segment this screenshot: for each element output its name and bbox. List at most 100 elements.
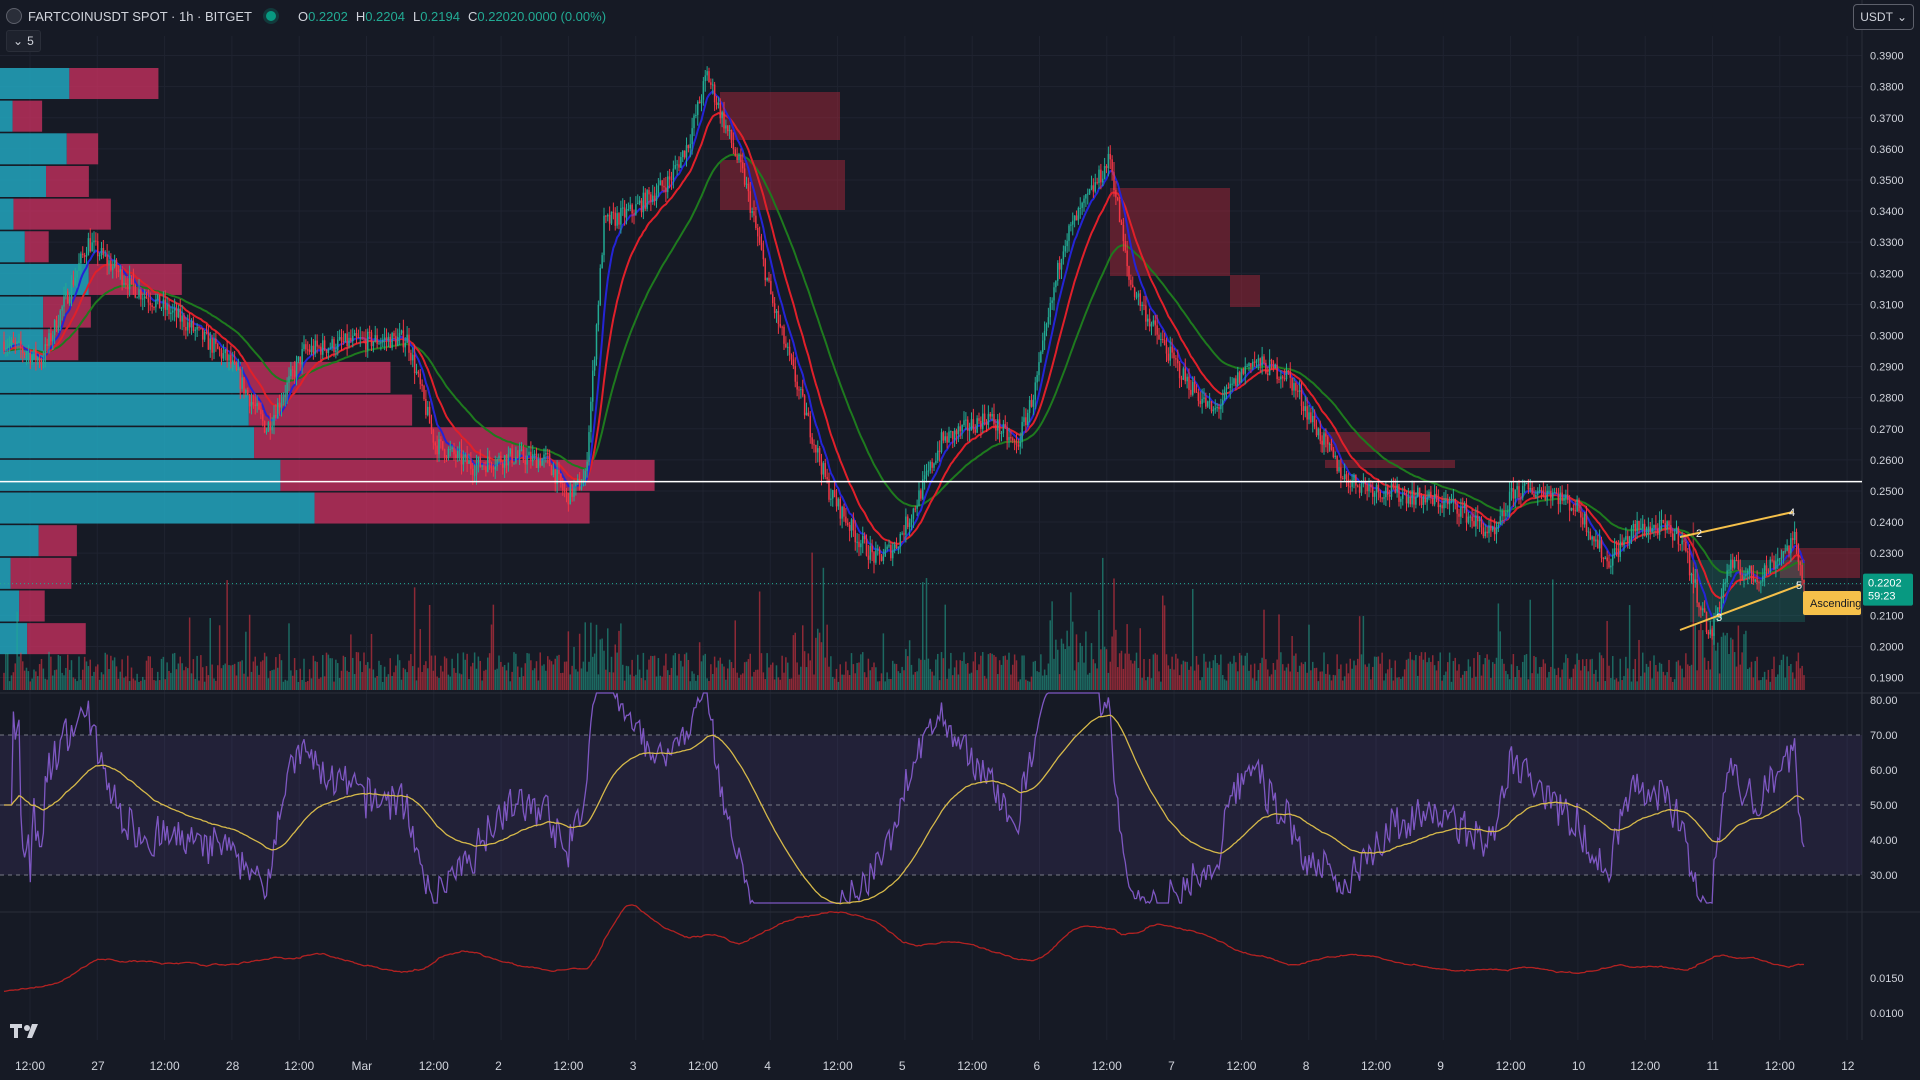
volume-bar	[940, 652, 943, 690]
candle-body	[743, 168, 746, 185]
volume-bar	[1550, 666, 1552, 690]
candle-body	[545, 453, 547, 455]
candle-body	[783, 326, 785, 344]
volume-bar	[1559, 677, 1561, 690]
volume-bar	[1450, 681, 1453, 690]
candle-body	[1349, 486, 1351, 488]
currency-select[interactable]: USDT ⌄	[1853, 4, 1914, 30]
volume-bar	[832, 676, 834, 690]
candle-body	[1565, 494, 1567, 499]
candle-body	[8, 343, 11, 347]
symbol-title[interactable]: FARTCOINUSDT SPOT · 1h · BITGET	[28, 8, 252, 24]
volume-bar	[905, 649, 907, 690]
volume-bar	[783, 672, 785, 690]
volume-bar	[1073, 670, 1076, 690]
volume-bar	[766, 653, 768, 690]
candle-body	[224, 349, 226, 354]
candle-body	[80, 253, 82, 264]
volume-profile-sell-bar	[38, 525, 77, 557]
volume-bar	[1133, 660, 1136, 690]
candle-body	[170, 312, 172, 315]
order-block-zone	[1230, 275, 1260, 307]
candle-body	[1259, 358, 1261, 366]
indicators-toggle[interactable]: ⌄ 5	[6, 30, 41, 52]
candle-body	[565, 491, 568, 493]
volume-bar	[462, 652, 465, 690]
candle-body	[1100, 169, 1102, 183]
candle-body	[698, 101, 701, 104]
candle-body	[830, 498, 832, 500]
volume-bar	[145, 660, 148, 690]
candle-body	[1300, 390, 1303, 407]
volume-bar	[1210, 668, 1213, 690]
volume-bar	[762, 672, 765, 690]
volume-bar	[48, 651, 50, 690]
volume-bar	[172, 653, 174, 690]
candle-body	[1628, 536, 1631, 544]
volume-bar	[698, 642, 701, 690]
symbol-icon[interactable]	[6, 8, 22, 24]
volume-bar	[464, 659, 466, 690]
volume-bar	[1726, 632, 1728, 690]
volume-bar	[1522, 661, 1524, 690]
candle-body	[318, 346, 320, 348]
volume-bar	[1737, 625, 1740, 690]
volume-bar	[532, 670, 534, 690]
volume-bar	[1353, 660, 1355, 690]
volume-bar	[1229, 661, 1231, 690]
candle-body	[1786, 545, 1788, 551]
candle-body	[1051, 300, 1053, 303]
candle-body	[867, 555, 870, 560]
volume-bar	[507, 662, 510, 690]
candle-body	[1478, 519, 1481, 522]
candle-body	[372, 341, 375, 347]
volume-bar	[160, 658, 163, 690]
volume-bar	[713, 656, 716, 690]
volume-bar	[1748, 667, 1751, 690]
ohlc-values: O0.2202 H0.2204 L0.2194 C0.22020.0000 (0.00…	[290, 9, 606, 24]
volume-profile-buy-bar	[0, 525, 39, 557]
candle-body	[1090, 185, 1093, 190]
volume-bar	[1017, 681, 1020, 690]
volume-bar	[232, 664, 234, 690]
volume-bar	[511, 671, 513, 690]
volume-bar	[479, 660, 481, 690]
candle-body	[567, 492, 570, 505]
volume-bar	[1465, 670, 1468, 690]
volume-bar	[498, 655, 500, 690]
candle-body	[520, 449, 523, 451]
candle-body	[537, 458, 540, 468]
volume-bar	[1567, 658, 1569, 690]
candle-body	[1413, 490, 1415, 505]
candle-body	[1450, 501, 1453, 503]
candle-body	[717, 102, 720, 106]
volume-bar	[667, 670, 669, 690]
volume-bar	[899, 673, 901, 690]
candle-body	[997, 419, 999, 431]
volume-bar	[691, 671, 693, 690]
candle-body	[275, 415, 277, 419]
volume-bar	[1598, 652, 1601, 690]
volume-bar	[18, 656, 20, 690]
candle-body	[1083, 198, 1085, 203]
candle-body	[668, 176, 671, 180]
candle-body	[1765, 565, 1768, 571]
pattern-lower-line	[1679, 584, 1801, 631]
volume-bar	[755, 669, 757, 690]
time-tick-label: 9	[1437, 1059, 1444, 1073]
candle-body	[63, 296, 65, 307]
candle-body	[659, 180, 661, 186]
volume-bar	[278, 653, 281, 690]
candle-body	[672, 168, 675, 180]
volume-bar	[1233, 655, 1235, 690]
volume-bar	[438, 677, 440, 690]
volume-bar	[194, 678, 196, 690]
candle-body	[1535, 494, 1537, 497]
volume-profile-buy-bar	[0, 557, 11, 589]
volume-bar	[1591, 658, 1593, 690]
volume-bar	[597, 674, 600, 690]
volume-bar	[1385, 673, 1387, 690]
candle-body	[1445, 500, 1447, 502]
order-block-zone	[1110, 188, 1230, 276]
